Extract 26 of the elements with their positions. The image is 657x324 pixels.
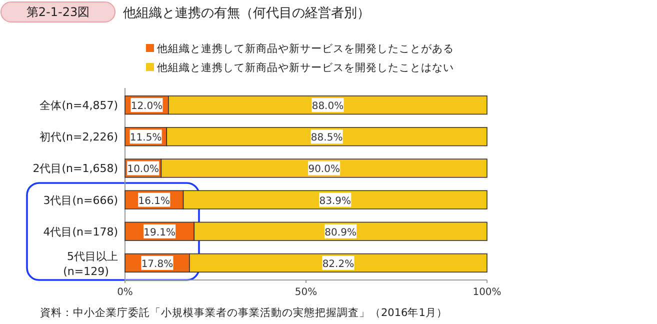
- y-tick-label: 5代目以上 (n=129): [63, 250, 118, 278]
- data-label: 83.9%: [319, 196, 352, 207]
- data-label: 88.5%: [310, 132, 343, 144]
- x-tick-label: 0%: [117, 287, 133, 298]
- text: 第2-1-23図: [26, 5, 90, 19]
- text: 資料：中小企業庁委託「小規模事業者の事業活動の実態把握調査」（2016年1月）: [40, 306, 448, 319]
- legend-label: 他組織と連携して新商品や新サービスを開発したことがある: [157, 42, 454, 55]
- data-label: 16.1%: [138, 196, 170, 207]
- chart-title: 他組織と連携の有無（何代目の経営者別）: [123, 6, 370, 21]
- y-tick-label: 初代(n=2,226): [40, 130, 118, 144]
- y-tick-label: 全体(n=4,857): [40, 99, 118, 112]
- y-tick-label: 2代目(n=1,658): [32, 162, 118, 176]
- y-tick-label: 4代目(n=178): [43, 225, 118, 238]
- x-tick-label: 50%: [294, 287, 318, 298]
- data-label: 88.0%: [312, 101, 344, 112]
- data-label: 82.2%: [322, 258, 354, 270]
- data-label: 90.0%: [308, 164, 340, 176]
- y-tick-label: 3代目(n=666): [43, 194, 118, 207]
- data-label: 12.0%: [130, 101, 163, 112]
- legend-label: 他組織と連携して新商品や新サービスを開発したことはない: [157, 61, 454, 74]
- data-label: 10.0%: [127, 164, 159, 176]
- x-tick-label: 100%: [472, 287, 502, 298]
- data-label: 80.9%: [324, 227, 356, 238]
- data-label: 19.1%: [144, 227, 176, 238]
- data-label: 11.5%: [130, 132, 162, 144]
- data-label: 17.8%: [141, 258, 174, 270]
